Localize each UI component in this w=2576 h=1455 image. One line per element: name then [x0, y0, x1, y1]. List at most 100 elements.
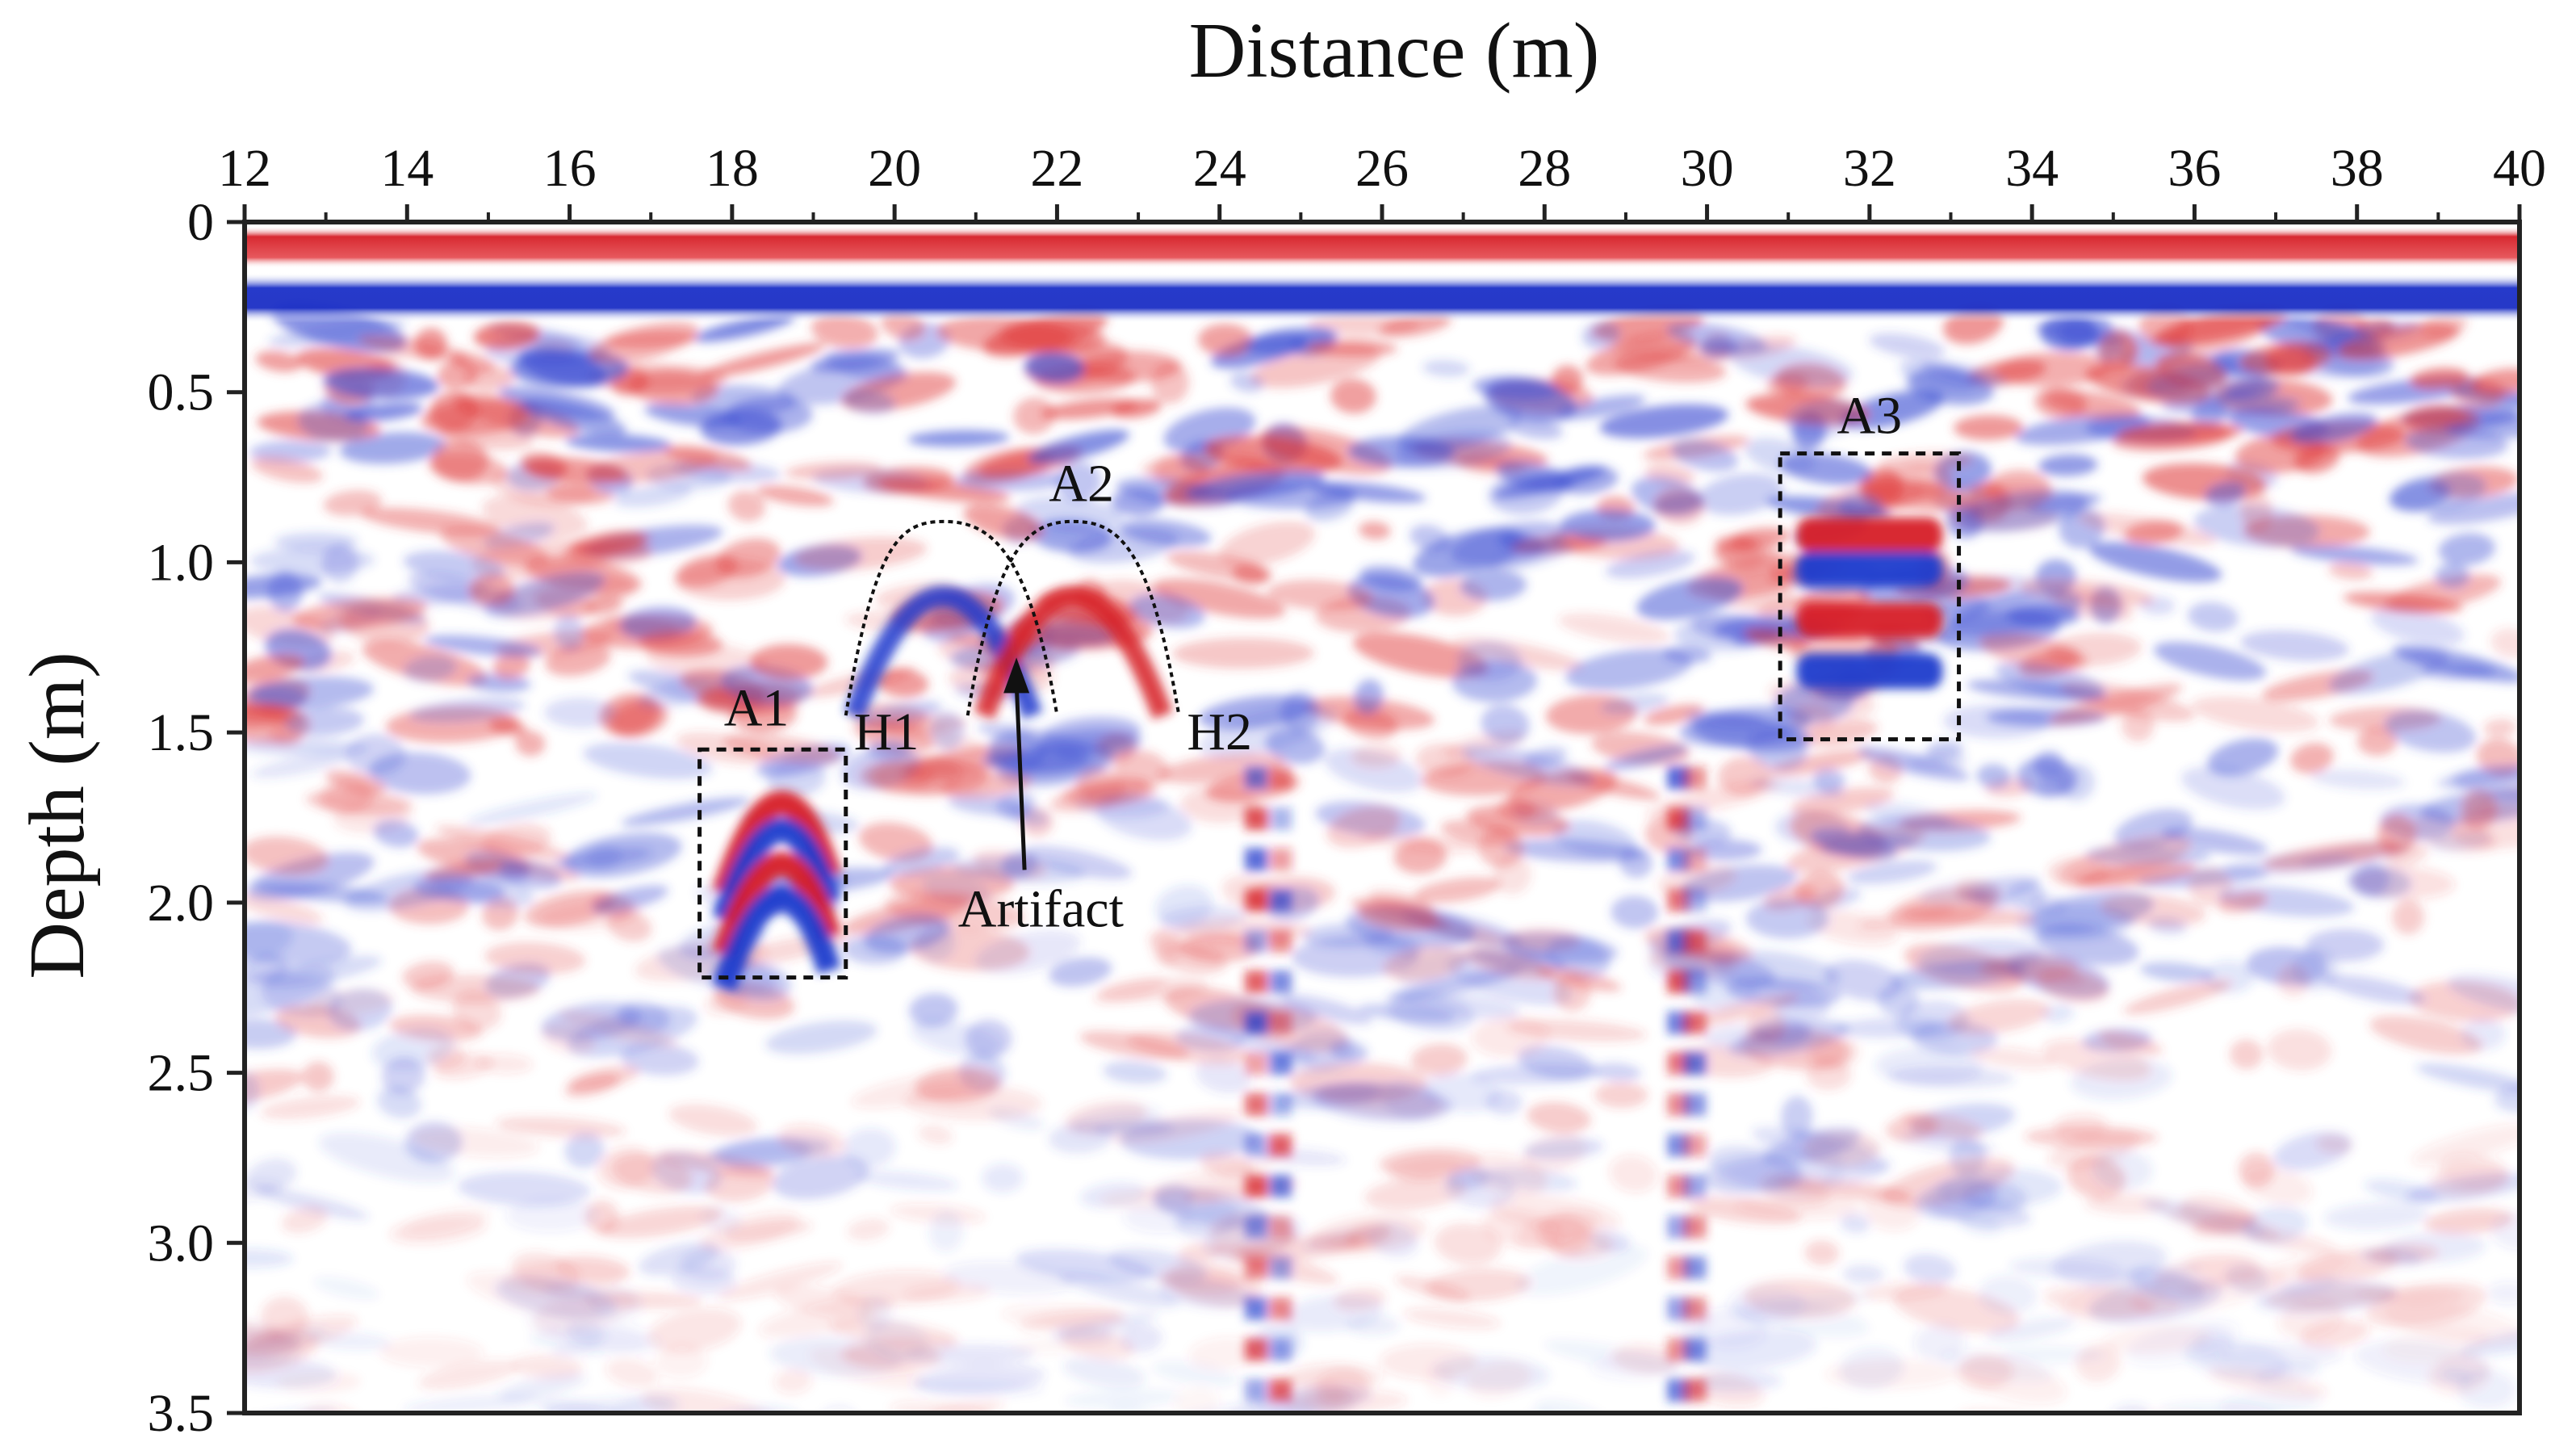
texture-streak [2421, 663, 2496, 681]
texture-streak [1600, 693, 1669, 715]
texture-streak [1644, 704, 1704, 725]
texture-streak [1397, 991, 1521, 1019]
texture-streak [2457, 1369, 2516, 1409]
x-tick-label: 40 [2493, 139, 2546, 198]
texture-streak [1795, 871, 1845, 909]
texture-streak [267, 317, 407, 348]
texture-streak [772, 1155, 869, 1200]
texture-streak [1958, 489, 2088, 532]
texture-streak [302, 1061, 334, 1092]
texture-streak [2184, 1252, 2267, 1281]
texture-streak [2161, 827, 2268, 855]
texture-streak [1939, 1350, 2054, 1382]
texture-streak [1076, 350, 1182, 383]
ringing-column-cell [1683, 807, 1707, 830]
texture-streak [1388, 1155, 1466, 1183]
texture-streak [2038, 454, 2098, 476]
texture-streak [700, 343, 826, 378]
texture-streak [1095, 795, 1192, 841]
texture-streak [1049, 957, 1112, 987]
texture-streak [2299, 1319, 2370, 1348]
texture-streak [2205, 481, 2246, 506]
texture-streak [1316, 1367, 1372, 1406]
texture-streak [1037, 729, 1142, 760]
texture-streak [996, 790, 1036, 820]
texture-streak [1936, 1168, 2063, 1209]
texture-streak [2043, 1285, 2155, 1318]
texture-streak [1671, 438, 1739, 472]
ringing-column-cell [1683, 1011, 1707, 1034]
x-tick-label: 32 [1843, 139, 1896, 198]
texture-streak [2392, 899, 2425, 935]
x-tick-label: 34 [2005, 139, 2059, 198]
texture-streak [371, 1027, 454, 1070]
texture-streak [1869, 333, 1946, 359]
texture-streak [647, 1307, 742, 1352]
texture-streak [2180, 766, 2285, 810]
texture-streak [2290, 413, 2377, 444]
texture-streak [2240, 491, 2273, 533]
texture-streak [1414, 877, 1501, 904]
anomaly-reflections [712, 517, 1943, 992]
ringing-column-cell [1683, 1052, 1707, 1076]
texture-streak [423, 859, 503, 882]
texture-streak [1985, 1317, 2076, 1343]
texture-streak [1114, 749, 1170, 786]
texture-streak [2356, 728, 2398, 756]
x-tick-label: 12 [218, 139, 271, 198]
texture-streak [1360, 832, 1484, 853]
texture-streak [598, 1206, 723, 1239]
texture-streak [2384, 710, 2477, 753]
ringing-column-cell [1683, 889, 1707, 912]
texture-streak [511, 1355, 584, 1379]
ringing-column-cell [1245, 889, 1267, 912]
texture-streak [1825, 1359, 1958, 1389]
texture-streak [870, 763, 932, 791]
ringing-column-cell [1245, 1215, 1267, 1239]
texture-streak [1978, 1275, 2038, 1315]
texture-streak [680, 1247, 737, 1281]
texture-streak [262, 955, 383, 988]
annotation-a1: A1 [724, 679, 790, 738]
texture-streak [413, 877, 505, 903]
texture-streak [999, 321, 1107, 353]
texture-streak [440, 526, 548, 566]
ringing-column-cell [1683, 1134, 1707, 1157]
texture-streak [1062, 1356, 1146, 1388]
texture-streak [2092, 1149, 2153, 1190]
texture-streak [1154, 885, 1213, 929]
texture-streak [284, 707, 365, 736]
ringing-column-cell [1683, 1256, 1707, 1280]
texture-streak [1611, 895, 1659, 929]
texture-streak [484, 572, 605, 618]
texture-streak [1351, 744, 1402, 768]
texture-streak [1955, 878, 2002, 905]
texture-streak [2084, 1193, 2171, 1215]
texture-streak [1877, 984, 1920, 1017]
texture-streak [2187, 602, 2239, 632]
ringing-column-cell [1269, 848, 1292, 871]
texture-streak [730, 696, 798, 733]
texture-streak [1358, 1004, 1456, 1023]
texture-streak [1687, 1197, 1802, 1225]
texture-streak [890, 1203, 986, 1224]
texture-streak [542, 1396, 676, 1413]
texture-streak [1806, 1059, 1852, 1091]
y-axis: 0 0.5 1.0 1.5 2.0 2.5 3.0 3.5 [148, 193, 245, 1443]
annotation-h2: H2 [1187, 702, 1252, 761]
texture-streak [1177, 1242, 1222, 1264]
texture-streak [864, 914, 950, 954]
texture-streak [609, 700, 668, 737]
texture-streak [245, 738, 369, 757]
texture-streak [412, 1126, 539, 1158]
ringing-column-cell [1245, 1256, 1267, 1280]
texture-streak [1129, 593, 1205, 628]
a3-reflection-band [1796, 551, 1943, 587]
texture-streak [1943, 704, 2050, 739]
anomaly-box-a1 [697, 747, 848, 980]
texture-streak [1012, 1336, 1112, 1354]
x-axis: 12 14 16 18 20 22 24 26 28 30 32 34 36 38 40 [218, 139, 2546, 222]
texture-streak [1023, 845, 1133, 879]
texture-streak [2008, 1257, 2122, 1278]
texture-streak [1752, 1412, 1849, 1442]
